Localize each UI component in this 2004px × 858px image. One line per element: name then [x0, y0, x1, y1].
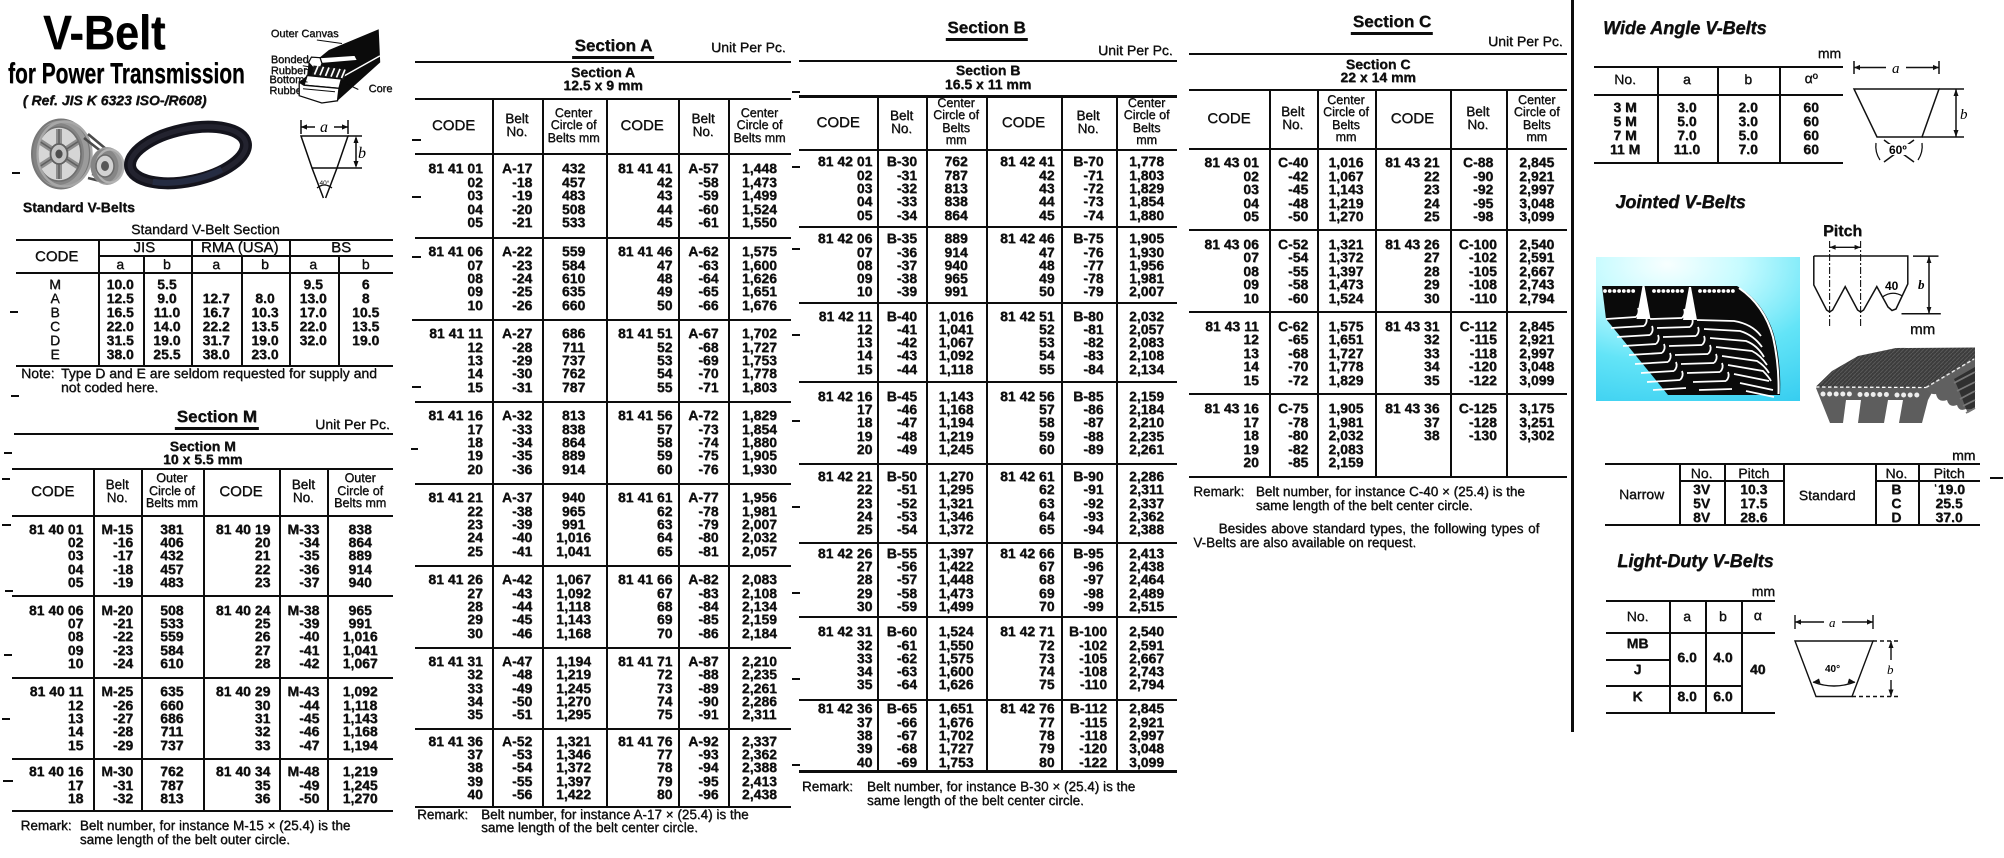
svg-text:40: 40 — [1885, 279, 1899, 293]
svg-text:60º: 60º — [1889, 143, 1907, 157]
svg-text:b: b — [358, 145, 366, 162]
svg-text:a: a — [1829, 615, 1836, 630]
svg-text:b: b — [1918, 277, 1925, 292]
svg-text:a: a — [320, 119, 328, 136]
svg-text:b: b — [1887, 662, 1894, 677]
svg-text:b: b — [1960, 107, 1968, 123]
svg-text:a: a — [1892, 61, 1900, 77]
svg-text:40°: 40° — [320, 179, 330, 187]
svg-text:40°: 40° — [1825, 664, 1840, 675]
